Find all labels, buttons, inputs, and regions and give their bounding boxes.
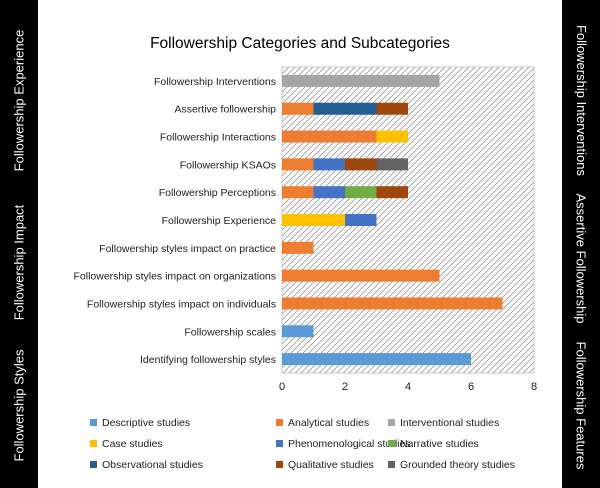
bar-assertive-followership-observational-studies (313, 102, 377, 115)
category-label: Assertive followership (174, 104, 276, 116)
bar-followership-perceptions-analytical-studies (282, 186, 314, 199)
bar-followership-styles-impact-on-practice-analytical-studies (282, 241, 314, 254)
bar-followership-interactions-case-studies (376, 130, 408, 143)
category-label: Followership KSAOs (180, 159, 276, 171)
category-label: Followership Experience (162, 215, 277, 227)
bar-followership-experience-case-studies (282, 214, 345, 226)
category-label: Followership Perceptions (159, 187, 276, 199)
sidebar-label-followership-interventions: Followership Interventions (573, 24, 589, 176)
sidebar-label-followership-features: Followership Features (573, 341, 589, 469)
legend-swatch-phenomenological-studies (276, 440, 283, 447)
legend-swatch-case-studies (90, 440, 97, 447)
right-sidebar: Followership Interventions Assertive Foll… (562, 0, 600, 488)
legend-label-qualitative-studies: Qualitative studies (288, 459, 374, 471)
legend-label-grounded-theory-studies: Grounded theory studies (400, 459, 515, 471)
stacked-bar-chart: Followership Interventions Assertive foll… (73, 66, 537, 471)
legend-label-phenomenological-studies: Phenomenological studies (288, 438, 411, 450)
category-label: Followership styles impact on practice (99, 243, 276, 255)
x-tick-label: 2 (342, 381, 348, 393)
category-labels: Followership Interventions Assertive foll… (73, 76, 276, 366)
sidebar-label-followership-impact: Followership Impact (11, 204, 27, 320)
bar-followership-interactions-analytical-studies (282, 130, 377, 143)
x-tick-label: 6 (468, 381, 474, 393)
chart-frame: Followership Categories and Subcategorie… (38, 0, 562, 488)
x-tick-label: 8 (531, 381, 537, 393)
legend-swatch-grounded-theory-studies (388, 461, 395, 468)
category-label: Followership scales (184, 326, 276, 338)
category-label: Followership styles impact on individual… (87, 298, 276, 310)
legend-label-descriptive-studies: Descriptive studies (102, 417, 190, 429)
legend-swatch-narrative-studies (388, 440, 395, 447)
x-axis-ticks: 0 2 4 6 8 (279, 381, 537, 393)
x-tick-label: 4 (405, 381, 411, 393)
legend-swatch-observational-studies (90, 461, 97, 468)
bar-followership-styles-impact-on-organizations-analytical-studies (282, 269, 440, 282)
legend-swatch-interventional-studies (388, 419, 395, 426)
legend-label-narrative-studies: Narrative studies (400, 438, 479, 450)
bar-assertive-followership-analytical-studies (282, 102, 314, 115)
legend-label-case-studies: Case studies (102, 438, 163, 450)
category-label: Followership Interactions (160, 132, 276, 144)
category-label: Followership Interventions (154, 76, 276, 88)
sidebar-label-assertive-followership: Assertive Followership (573, 192, 589, 324)
bar-followership-ksaos-phenomenological-studies (313, 158, 345, 171)
bar-assertive-followership-qualitative-studies (376, 102, 408, 115)
category-label: Identifying followership styles (140, 354, 276, 366)
bar-followership-ksaos-grounded-theory-studies (376, 158, 408, 171)
bar-identifying-followership-styles-descriptive-studies (282, 353, 471, 366)
bar-followership-perceptions-phenomenological-studies (313, 186, 345, 199)
bar-followership-interventions-interventional-studies (282, 74, 440, 87)
legend-swatch-qualitative-studies (276, 461, 283, 468)
bar-followership-ksaos-analytical-studies (282, 158, 314, 171)
bar-followership-scales-descriptive-studies (282, 325, 314, 338)
left-sidebar: Followership Experience Followership Impa… (0, 0, 38, 488)
x-tick-label: 0 (279, 381, 285, 393)
bar-followership-perceptions-narrative-studies (345, 186, 377, 199)
legend-label-interventional-studies: Interventional studies (400, 417, 499, 429)
legend-swatch-descriptive-studies (90, 419, 97, 426)
legend-swatch-analytical-studies (276, 419, 283, 426)
bar-followership-styles-impact-on-individuals-analytical-studies (282, 297, 503, 310)
bar-followership-ksaos-qualitative-studies (345, 158, 377, 171)
bar-followership-perceptions-qualitative-studies (376, 186, 408, 199)
bar-followership-experience-phenomenological-studies (345, 214, 377, 226)
legend: Descriptive studies Analytical studies Int… (90, 417, 515, 471)
category-label: Followership styles impact on organizati… (73, 271, 276, 283)
legend-label-analytical-studies: Analytical studies (288, 417, 369, 429)
chart-title: Followership Categories and Subcategorie… (150, 35, 450, 52)
bars-group (282, 74, 503, 366)
legend-label-observational-studies: Observational studies (102, 459, 203, 471)
sidebar-label-followership-experience: Followership Experience (11, 29, 27, 171)
sidebar-label-followership-styles: Followership Styles (11, 349, 27, 461)
